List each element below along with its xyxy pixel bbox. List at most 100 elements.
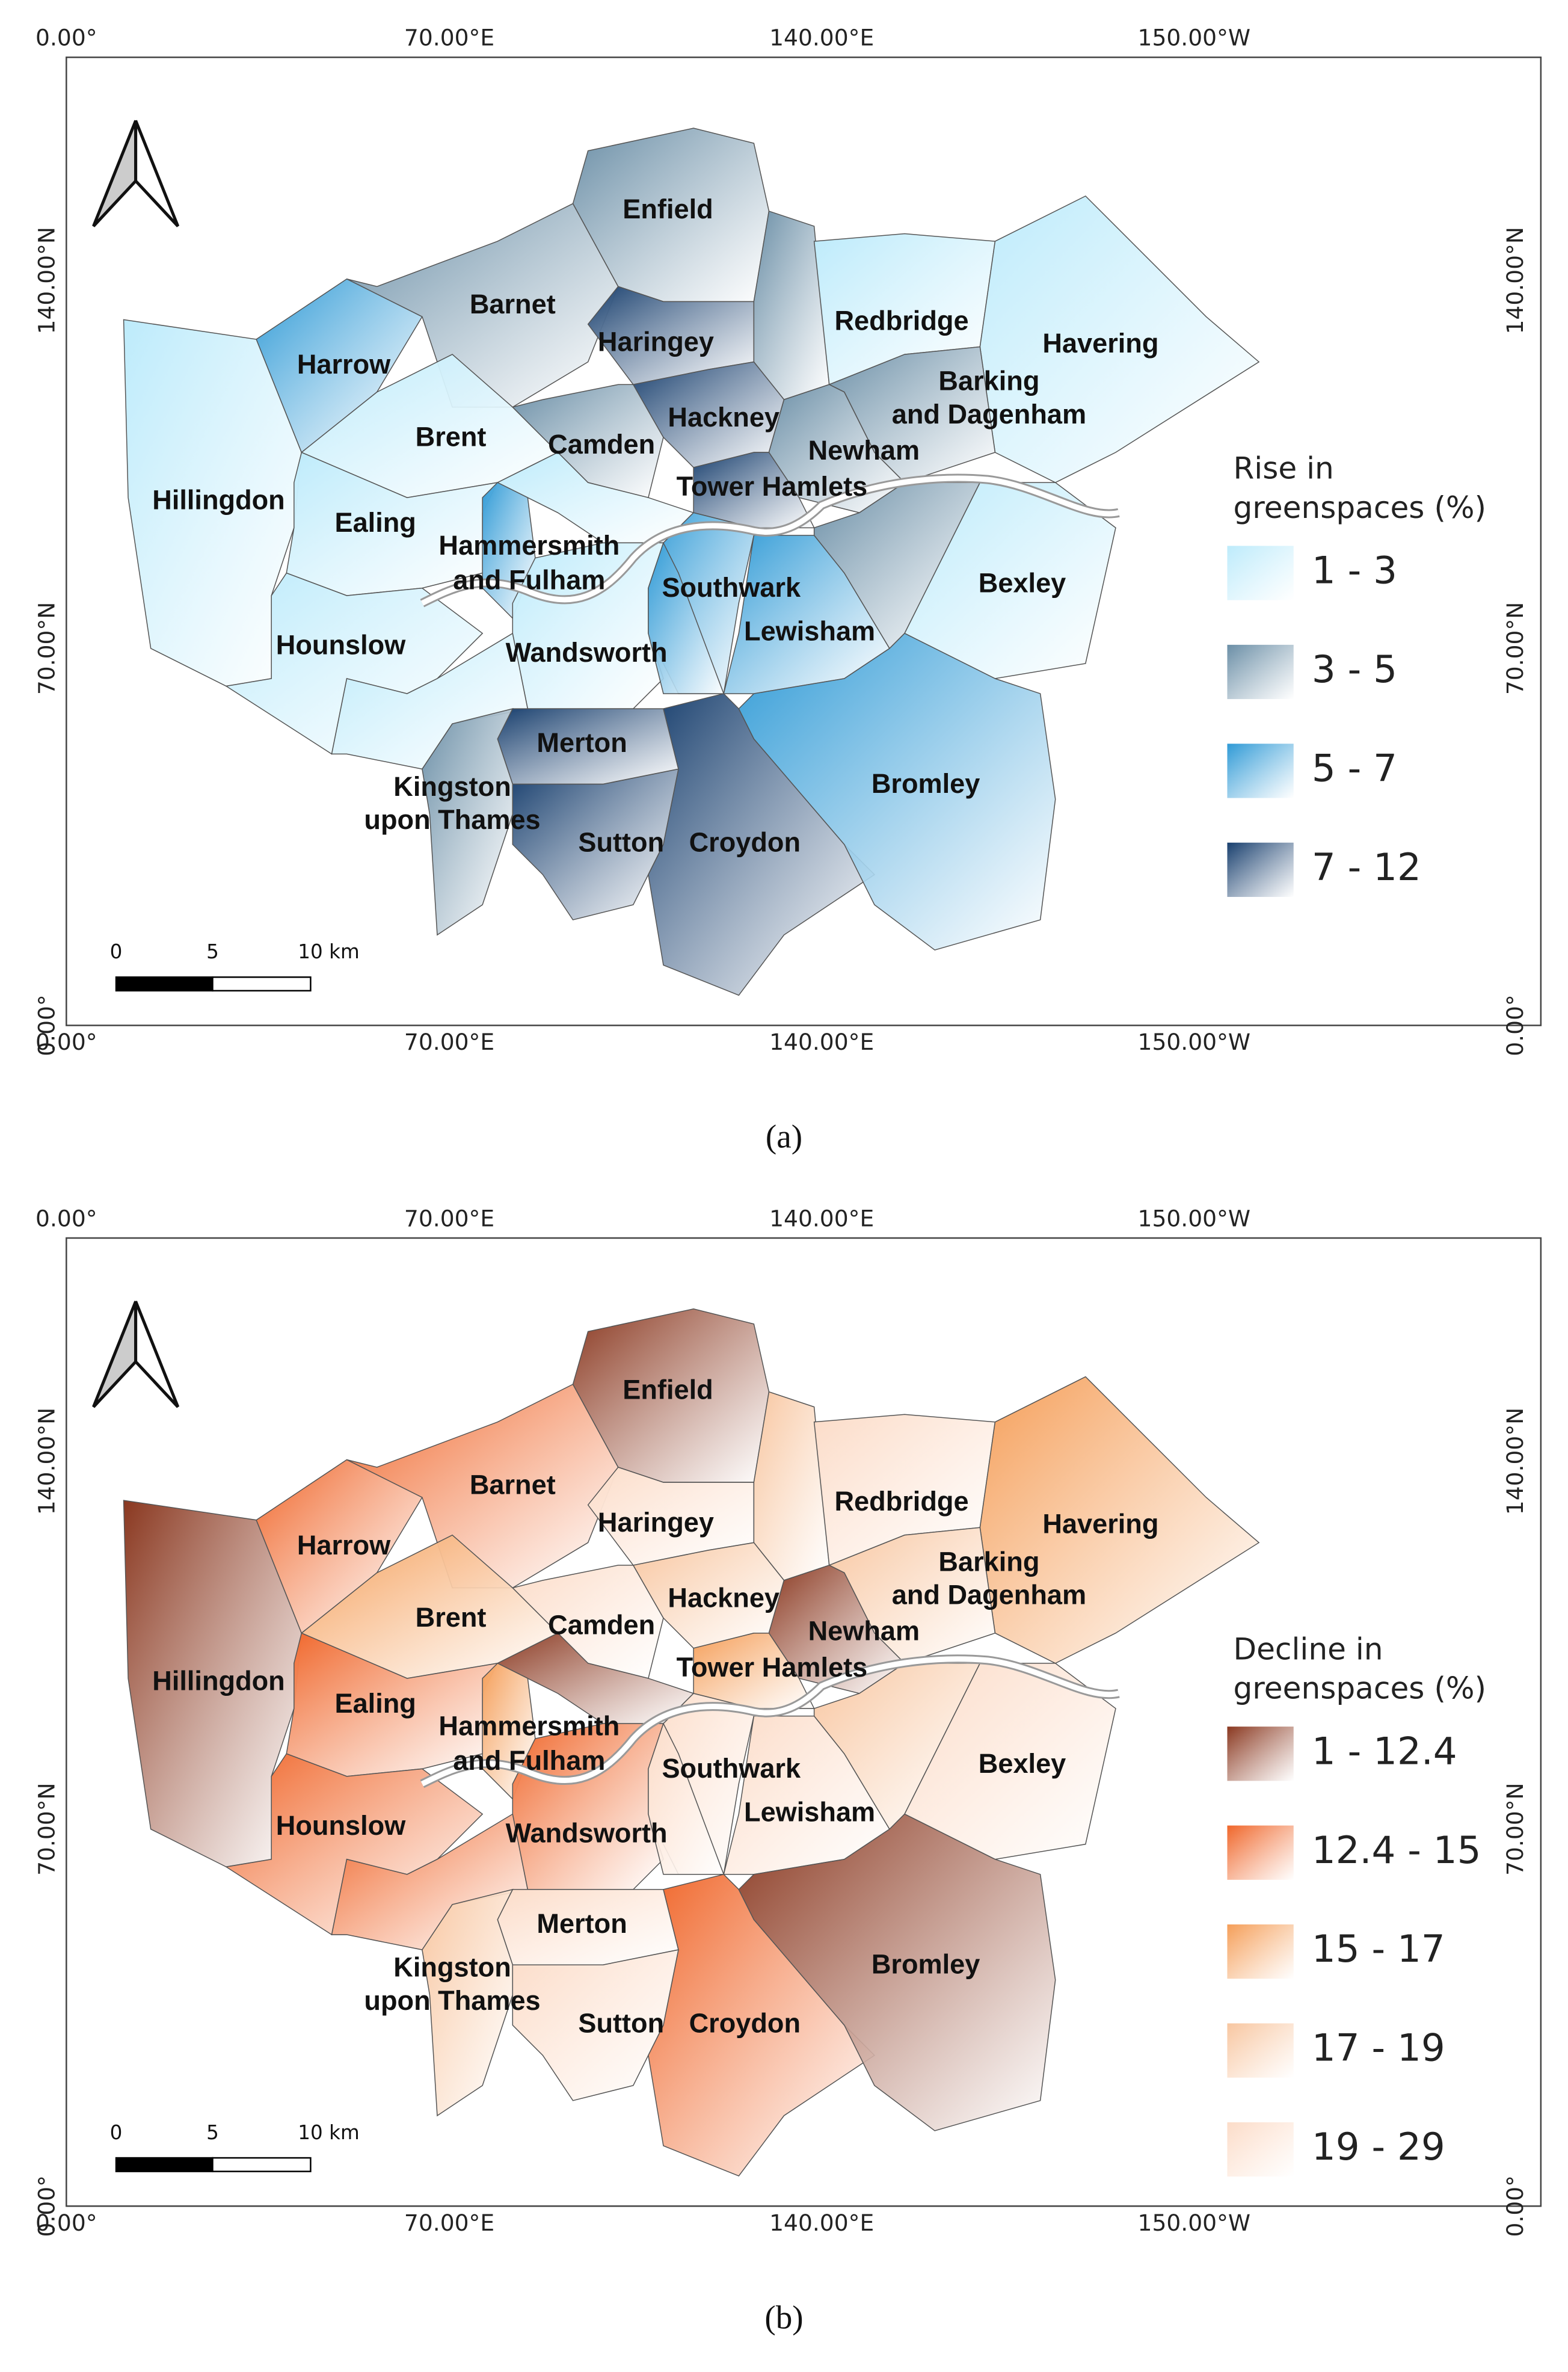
axis-label-top: 150.00°W xyxy=(1138,1205,1251,1231)
axis-label-top: 0.00° xyxy=(35,25,97,51)
borough-label: Camden xyxy=(548,429,655,460)
legend-swatch xyxy=(1227,546,1294,600)
scale-bar-label: 10 km xyxy=(298,2121,359,2144)
axis-label-bottom: 150.00°W xyxy=(1138,2210,1251,2236)
axis-label-top: 70.00°E xyxy=(404,25,494,51)
borough-label: Hackney xyxy=(668,402,779,433)
borough-label: and Fulham xyxy=(453,1745,605,1776)
axis-label-top: 150.00°W xyxy=(1138,25,1251,51)
borough-label: and Fulham xyxy=(453,564,605,595)
borough-label: Barking xyxy=(938,366,1039,396)
borough-label: Hounslow xyxy=(276,1810,406,1841)
borough-bromley xyxy=(738,1813,1056,2131)
borough-label: Bromley xyxy=(872,1949,980,1980)
borough-label: Harrow xyxy=(297,1530,391,1560)
caption: (a) xyxy=(766,1118,802,1155)
scale-bar-label: 0 xyxy=(110,2121,123,2144)
borough-label: Hackney xyxy=(668,1583,779,1613)
north-arrow-right xyxy=(134,120,180,227)
borough-label: Lewisham xyxy=(744,616,875,647)
borough-label: Hillingdon xyxy=(152,485,284,516)
axis-label-bottom: 70.00°E xyxy=(404,1029,494,1055)
borough-label: and Dagenham xyxy=(892,399,1086,430)
borough-label: Barnet xyxy=(470,1470,556,1500)
axis-label-right: 140.00°N xyxy=(1502,227,1528,334)
borough-label: Lewisham xyxy=(744,1796,875,1827)
borough-label: Haringey xyxy=(598,326,714,357)
borough-label: Ealing xyxy=(335,507,416,538)
borough-label: Barnet xyxy=(470,289,556,319)
north-arrow-right xyxy=(134,1301,180,1408)
borough-label: and Dagenham xyxy=(892,1579,1086,1610)
borough-label: Hammersmith xyxy=(438,530,620,561)
axis-label-right: 70.00°N xyxy=(1502,1782,1528,1876)
axis-label-bottom: 0.00° xyxy=(35,2210,97,2236)
borough-label: Sutton xyxy=(578,2007,664,2038)
axis-label-bottom: 140.00°E xyxy=(769,2210,874,2236)
axis-label-left: 140.00°N xyxy=(34,227,60,334)
borough-label: Bromley xyxy=(872,768,980,799)
legend-item: 7 - 12 xyxy=(1312,845,1421,889)
axis-label-top: 140.00°E xyxy=(769,1205,874,1231)
caption: (b) xyxy=(764,2299,803,2335)
borough-label: Ealing xyxy=(335,1688,416,1719)
borough-sutton xyxy=(512,768,679,920)
axis-label-right: 0.00° xyxy=(1502,994,1528,1056)
legend-item: 3 - 5 xyxy=(1312,647,1397,691)
legend-item: 15 - 17 xyxy=(1312,1927,1445,1971)
borough-sutton xyxy=(512,1949,679,2101)
borough-label: Kingston xyxy=(393,1952,511,1983)
axis-label-top: 0.00° xyxy=(35,1205,97,1231)
borough-label: Harrow xyxy=(297,349,391,380)
legend-swatch xyxy=(1227,1727,1294,1781)
axis-label-top: 140.00°E xyxy=(769,25,874,51)
borough-harrow xyxy=(256,278,423,454)
borough-label: Kingston xyxy=(393,771,511,802)
borough-label: Southwark xyxy=(662,1753,801,1784)
map-panel: Enfield Barnet Haringey Harrow Redbridge Have… xyxy=(34,1205,1542,2335)
map-panel: Enfield Barnet Haringey Harrow Redbridge Have… xyxy=(34,25,1542,1155)
legend-swatch xyxy=(1227,2122,1294,2177)
legend-swatch xyxy=(1227,1825,1294,1880)
legend-title: Rise in xyxy=(1233,451,1333,486)
borough-label: Camden xyxy=(548,1610,655,1640)
legend-item: 5 - 7 xyxy=(1312,746,1397,790)
scale-bar-white xyxy=(212,2157,312,2172)
borough-label: Brent xyxy=(416,1602,487,1633)
borough-label: Bexley xyxy=(979,1748,1066,1779)
borough-label: Hammersmith xyxy=(438,1711,620,1742)
scale-bar-black xyxy=(115,976,214,992)
borough-harrow xyxy=(256,1459,423,1634)
borough-label: Bexley xyxy=(979,568,1066,599)
borough-bromley xyxy=(738,632,1056,951)
axis-label-right: 0.00° xyxy=(1502,2175,1528,2237)
borough-label: Merton xyxy=(537,1908,627,1939)
borough-label: Havering xyxy=(1042,328,1158,359)
legend-item: 17 - 19 xyxy=(1312,2026,1445,2070)
legend-swatch xyxy=(1227,842,1294,897)
borough-label: upon Thames xyxy=(364,804,540,835)
legend-swatch xyxy=(1227,2023,1294,2078)
river-thames-inner xyxy=(420,1656,1119,1787)
legend-item: 12.4 - 15 xyxy=(1312,1828,1481,1872)
borough-label: Newham xyxy=(808,435,920,466)
axis-label-left: 0.00° xyxy=(34,994,60,1056)
axis-label-left: 70.00°N xyxy=(34,602,60,695)
axis-label-left: 0.00° xyxy=(34,2175,60,2237)
axis-label-right: 140.00°N xyxy=(1502,1408,1528,1515)
borough-label: Brent xyxy=(416,421,487,452)
borough-label: Tower Hamlets xyxy=(677,471,868,502)
scale-bar-label: 0 xyxy=(110,940,123,963)
axis-label-left: 70.00°N xyxy=(34,1782,60,1876)
axis-label-top: 70.00°E xyxy=(404,1205,494,1231)
legend-item: 1 - 12.4 xyxy=(1312,1729,1457,1773)
borough-label: Enfield xyxy=(623,1375,713,1405)
scale-bar-label: 5 xyxy=(206,940,219,963)
legend-title: Decline in xyxy=(1233,1631,1383,1666)
axis-label-left: 140.00°N xyxy=(34,1408,60,1515)
borough-barnet xyxy=(346,203,619,408)
scale-bar-label: 10 km xyxy=(298,940,359,963)
borough-label: Enfield xyxy=(623,194,713,224)
